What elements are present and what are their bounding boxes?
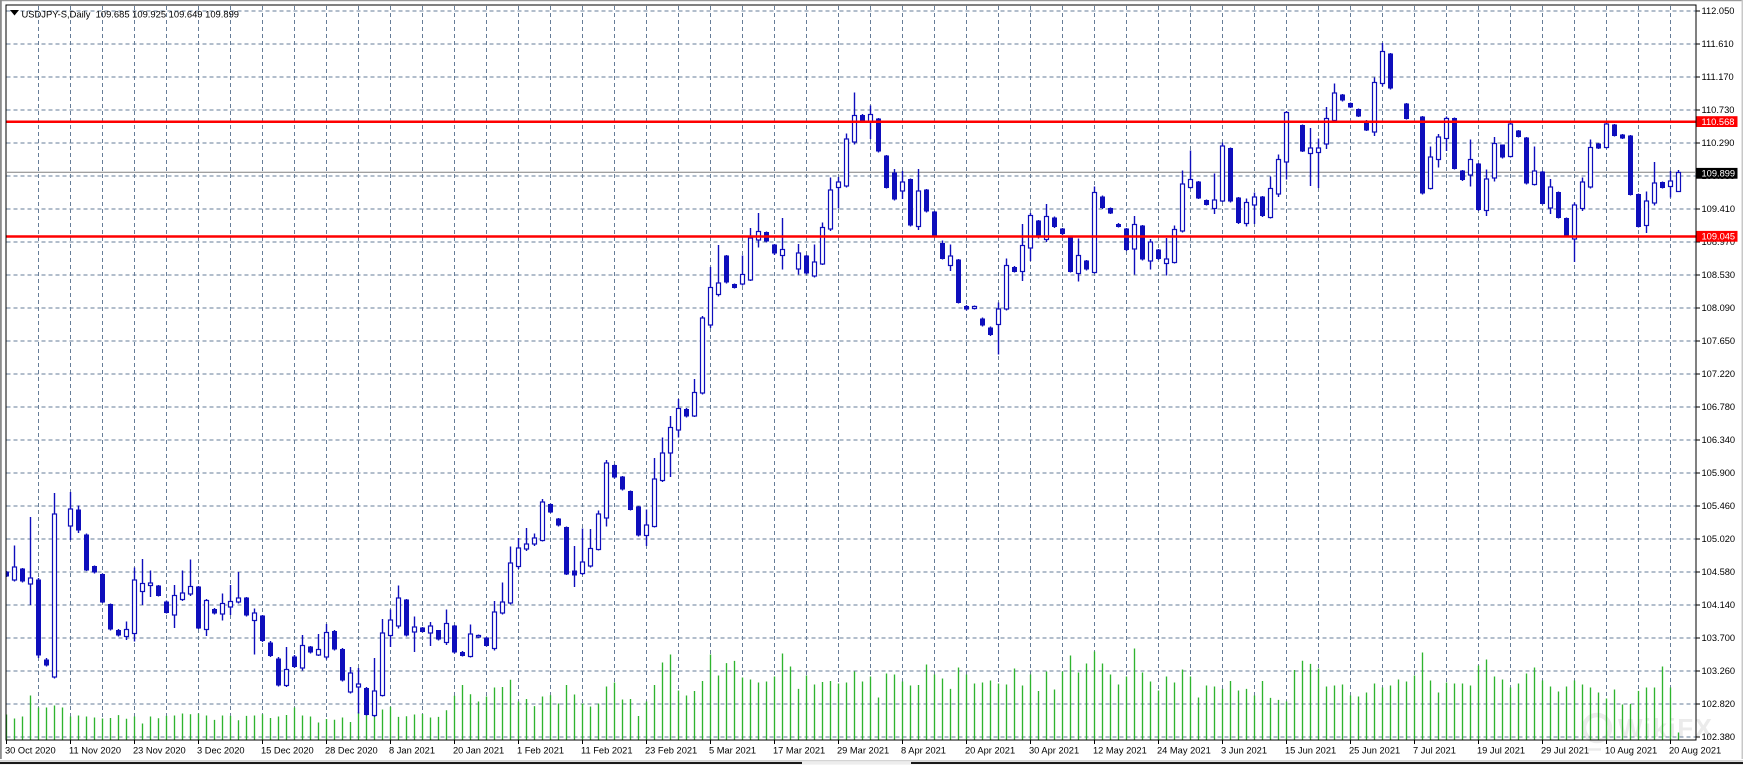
svg-text:102.380: 102.380: [1702, 732, 1736, 742]
svg-text:11 Nov 2020: 11 Nov 2020: [69, 746, 121, 756]
svg-text:25 Jun 2021: 25 Jun 2021: [1349, 746, 1400, 756]
svg-text:30 Apr 2021: 30 Apr 2021: [1029, 746, 1079, 756]
svg-text:19 Jul 2021: 19 Jul 2021: [1477, 746, 1525, 756]
svg-text:110.730: 110.730: [1702, 105, 1735, 115]
svg-text:105.900: 105.900: [1702, 468, 1736, 478]
svg-text:10 Aug 2021: 10 Aug 2021: [1605, 746, 1657, 756]
svg-text:111.610: 111.610: [1702, 39, 1734, 49]
svg-text:17 Mar 2021: 17 Mar 2021: [773, 746, 825, 756]
svg-text:30 Oct 2020: 30 Oct 2020: [5, 746, 56, 756]
svg-text:WikiFX: WikiFX: [1618, 713, 1713, 743]
svg-text:107.650: 107.650: [1702, 336, 1736, 346]
svg-text:5 Mar 2021: 5 Mar 2021: [709, 746, 756, 756]
svg-text:12 May 2021: 12 May 2021: [1093, 746, 1147, 756]
svg-text:106.780: 106.780: [1702, 402, 1736, 412]
svg-text:11 Feb 2021: 11 Feb 2021: [581, 746, 633, 756]
svg-text:7 Jul 2021: 7 Jul 2021: [1413, 746, 1456, 756]
svg-text:108.530: 108.530: [1702, 270, 1736, 280]
svg-text:102.820: 102.820: [1702, 699, 1736, 709]
svg-text:107.220: 107.220: [1702, 369, 1736, 379]
svg-text:108.970: 108.970: [1702, 237, 1736, 247]
svg-text:110.290: 110.290: [1702, 138, 1735, 148]
svg-text:104.140: 104.140: [1702, 600, 1736, 610]
svg-text:104.580: 104.580: [1702, 567, 1736, 577]
svg-text:109.899: 109.899: [1702, 169, 1736, 179]
svg-text:103.260: 103.260: [1702, 666, 1736, 676]
svg-text:8 Apr 2021: 8 Apr 2021: [901, 746, 946, 756]
svg-text:106.340: 106.340: [1702, 435, 1736, 445]
svg-text:20 Aug 2021: 20 Aug 2021: [1669, 746, 1721, 756]
svg-text:3 Dec 2020: 3 Dec 2020: [197, 746, 245, 756]
svg-text:28 Dec 2020: 28 Dec 2020: [325, 746, 378, 756]
svg-text:111.170: 111.170: [1702, 72, 1734, 82]
svg-text:109.410: 109.410: [1702, 204, 1736, 214]
svg-text:103.700: 103.700: [1702, 633, 1736, 643]
svg-text:15 Dec 2020: 15 Dec 2020: [261, 746, 314, 756]
svg-text:112.050: 112.050: [1702, 6, 1735, 16]
svg-text:24 May 2021: 24 May 2021: [1157, 746, 1211, 756]
svg-text:USDJPY-S,Daily 109.685 109.92: USDJPY-S,Daily 109.685 109.925 109.649 1…: [22, 9, 240, 20]
svg-text:20 Jan 2021: 20 Jan 2021: [453, 746, 504, 756]
svg-text:29 Jul 2021: 29 Jul 2021: [1541, 746, 1589, 756]
svg-text:15 Jun 2021: 15 Jun 2021: [1285, 746, 1336, 756]
svg-text:23 Nov 2020: 23 Nov 2020: [133, 746, 186, 756]
svg-text:109.045: 109.045: [1702, 232, 1736, 242]
svg-text:108.090: 108.090: [1702, 303, 1736, 313]
svg-text:23 Feb 2021: 23 Feb 2021: [645, 746, 697, 756]
svg-text:105.460: 105.460: [1702, 501, 1736, 511]
svg-text:8 Jan 2021: 8 Jan 2021: [389, 746, 435, 756]
svg-text:1 Feb 2021: 1 Feb 2021: [517, 746, 564, 756]
svg-text:20 Apr 2021: 20 Apr 2021: [965, 746, 1015, 756]
svg-text:3 Jun 2021: 3 Jun 2021: [1221, 746, 1267, 756]
svg-text:105.020: 105.020: [1702, 534, 1736, 544]
svg-text:110.568: 110.568: [1702, 117, 1735, 127]
svg-text:29 Mar 2021: 29 Mar 2021: [837, 746, 889, 756]
